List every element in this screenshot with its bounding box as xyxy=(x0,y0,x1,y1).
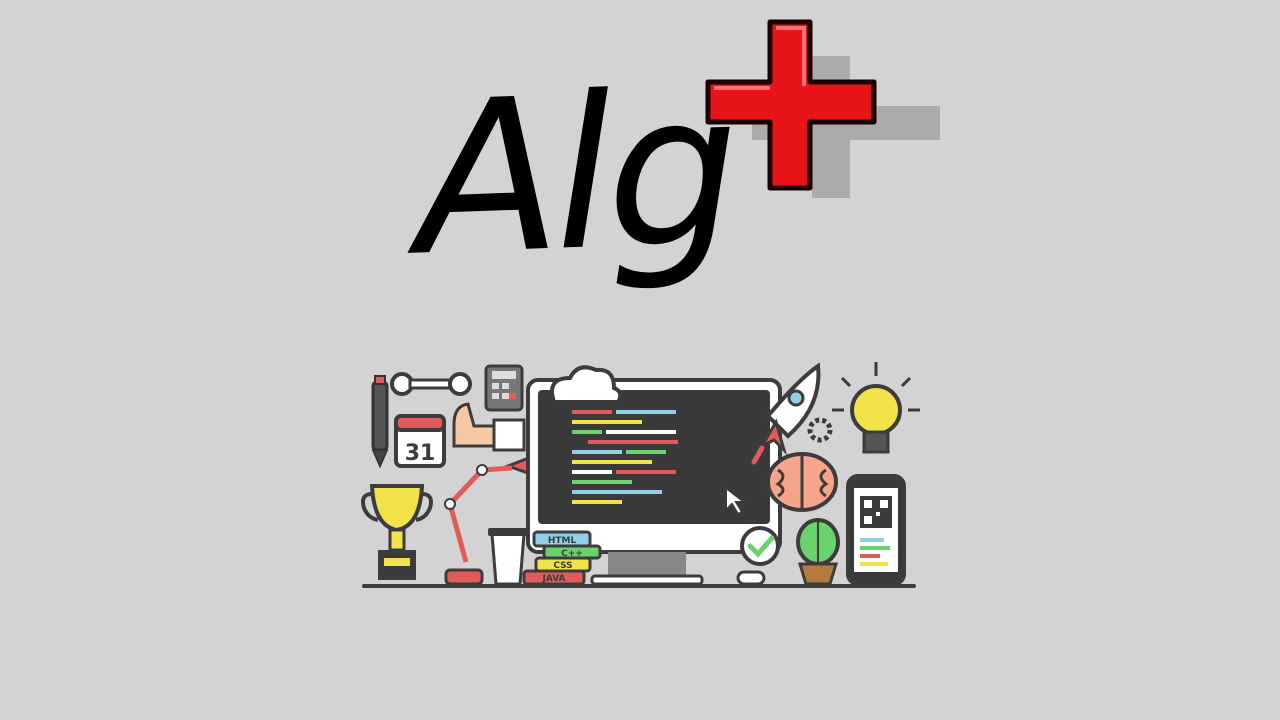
phone-qr-icon xyxy=(846,474,906,586)
book-label-html: HTML xyxy=(548,536,577,546)
wrench-icon xyxy=(390,372,472,396)
mouse-icon xyxy=(736,570,766,586)
pencil-icon xyxy=(371,375,389,469)
light-bulb-icon xyxy=(832,362,920,454)
red-plus-icon xyxy=(705,19,940,198)
trophy-icon xyxy=(361,484,433,580)
developer-workspace-illustration: 31 xyxy=(361,362,920,588)
code-lines xyxy=(572,410,678,504)
logo-title: Alg xyxy=(411,46,738,303)
rocket-icon xyxy=(751,362,821,465)
calendar-icon: 31 xyxy=(394,414,446,468)
gear-icon xyxy=(807,417,833,443)
cursor-icon xyxy=(725,485,747,516)
book-label-css: CSS xyxy=(553,561,572,571)
book-label-cpp: C++ xyxy=(561,549,583,559)
calculator-icon xyxy=(484,364,524,412)
book-label-java: JAVA xyxy=(541,574,565,584)
brain-icon xyxy=(766,452,838,512)
coffee-cup-icon xyxy=(488,528,528,586)
calendar-day: 31 xyxy=(405,441,436,466)
cactus-icon xyxy=(796,518,840,586)
desk-lamp-icon xyxy=(444,454,552,586)
monitor-icon xyxy=(526,378,782,586)
cloud-icon xyxy=(550,365,623,404)
thumbs-up-icon xyxy=(452,402,526,452)
books-icon: HTML C++ CSS JAVA xyxy=(522,530,602,586)
check-icon xyxy=(740,526,780,566)
